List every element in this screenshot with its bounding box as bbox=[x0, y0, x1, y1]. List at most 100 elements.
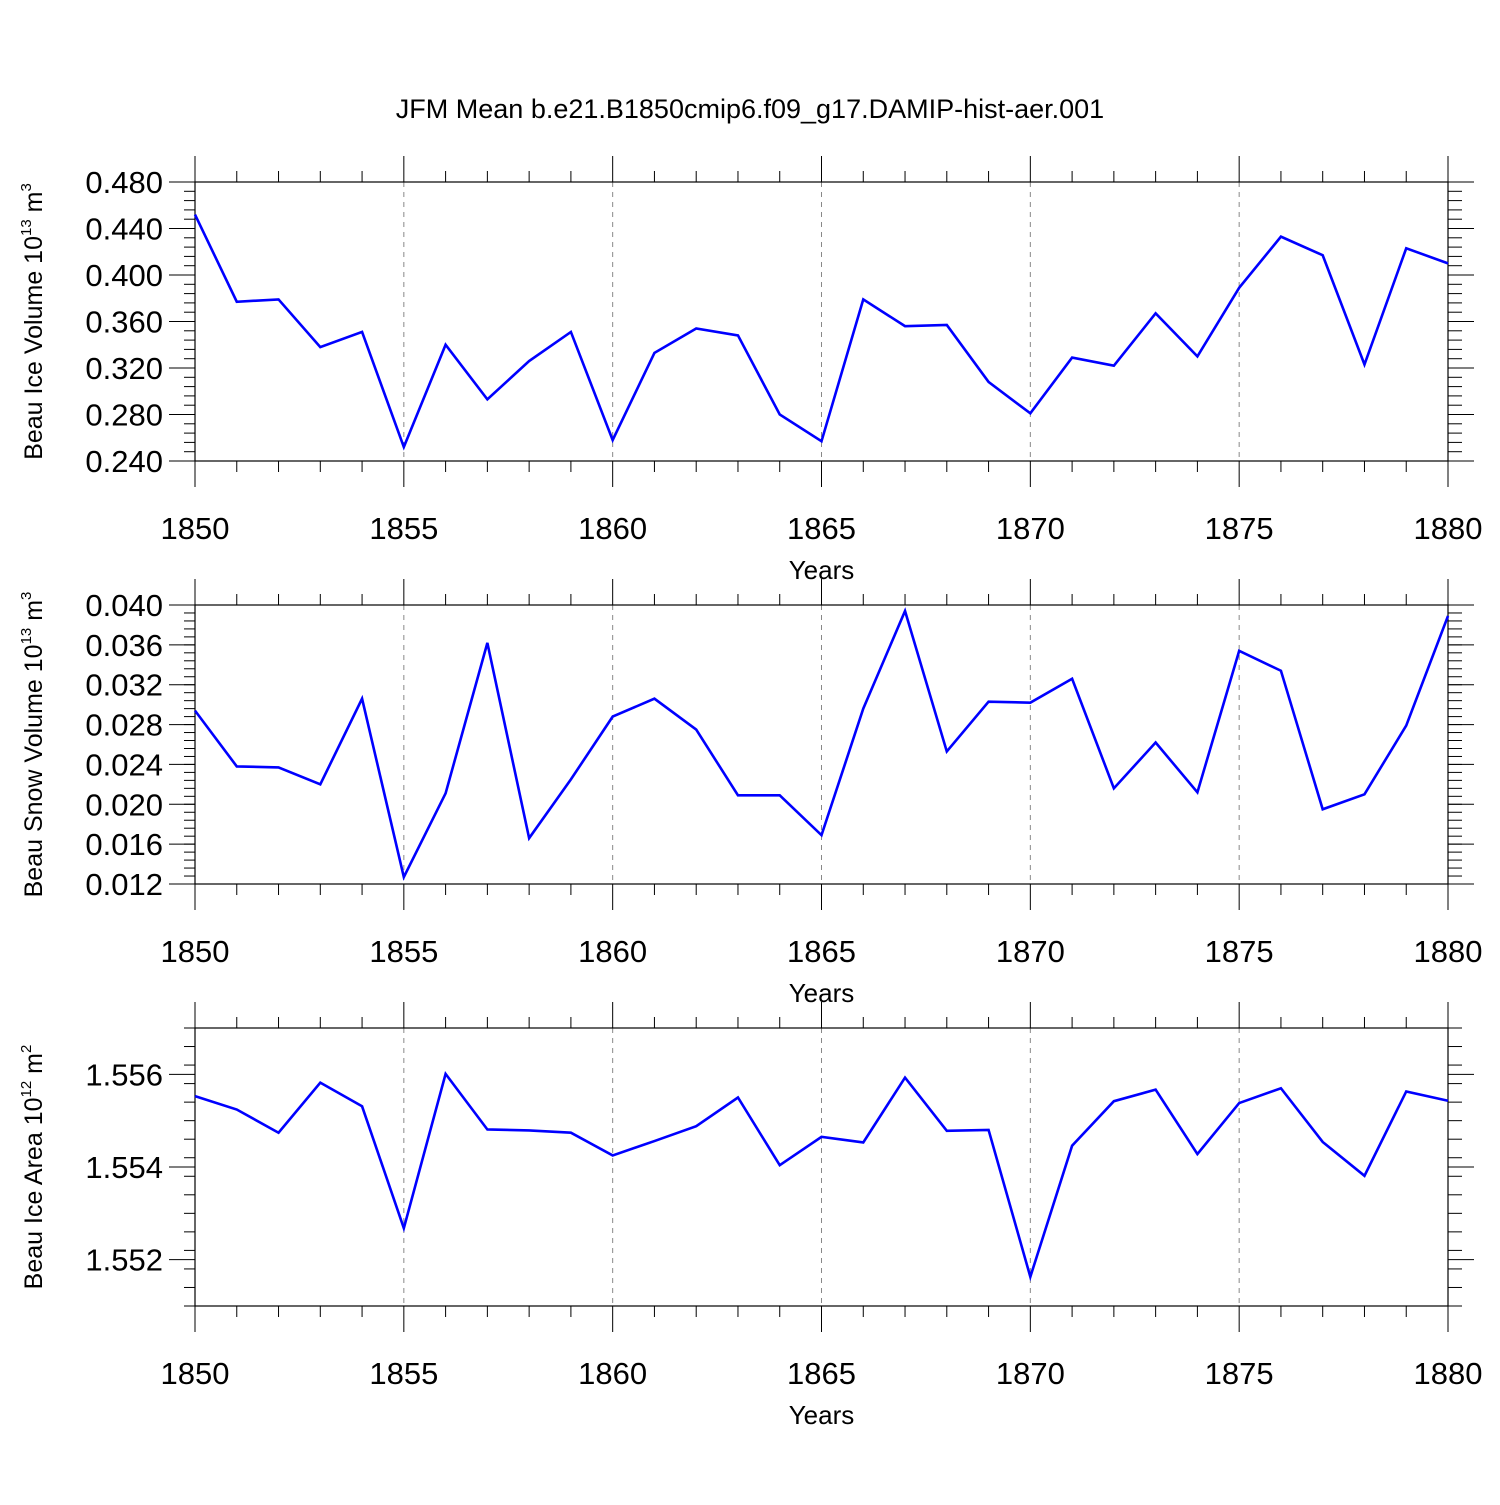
data-point bbox=[1404, 246, 1408, 250]
data-point bbox=[277, 1131, 281, 1135]
data-point bbox=[1321, 807, 1325, 811]
data-point bbox=[1362, 792, 1366, 796]
x-tick-label: 1865 bbox=[787, 511, 856, 546]
x-tick-label: 1870 bbox=[996, 511, 1065, 546]
x-tick-label: 1865 bbox=[787, 934, 856, 969]
data-point bbox=[402, 875, 406, 879]
series-line-snow-volume bbox=[193, 607, 1450, 881]
data-point bbox=[1028, 1275, 1032, 1279]
data-point bbox=[903, 609, 907, 613]
data-point bbox=[903, 324, 907, 328]
data-point bbox=[987, 380, 991, 384]
y-tick-label: 0.280 bbox=[85, 398, 163, 433]
data-point bbox=[1112, 364, 1116, 368]
data-point bbox=[1195, 790, 1199, 794]
data-point bbox=[694, 728, 698, 732]
data-point bbox=[861, 297, 865, 301]
data-point bbox=[1237, 649, 1241, 653]
data-point bbox=[1362, 1174, 1366, 1178]
data-point bbox=[611, 715, 615, 719]
data-point bbox=[1112, 1099, 1116, 1103]
x-tick-label: 1850 bbox=[161, 1356, 230, 1391]
y-tick-label: 0.400 bbox=[85, 258, 163, 293]
y-tick-label: 0.032 bbox=[85, 668, 163, 703]
data-point bbox=[652, 1139, 656, 1143]
data-point bbox=[611, 438, 615, 442]
data-point bbox=[193, 1094, 197, 1098]
data-point bbox=[694, 326, 698, 330]
data-point bbox=[861, 1140, 865, 1144]
x-tick-label: 1880 bbox=[1414, 934, 1483, 969]
data-point bbox=[360, 330, 364, 334]
x-tick-label: 1875 bbox=[1205, 934, 1274, 969]
series-line-ice-volume bbox=[193, 213, 1449, 451]
y-tick-label: 0.480 bbox=[85, 165, 163, 200]
y-tick-label: 0.020 bbox=[85, 787, 163, 822]
data-point bbox=[360, 697, 364, 701]
y-tick-label: 0.036 bbox=[85, 628, 163, 663]
x-tick-label: 1880 bbox=[1414, 1356, 1483, 1391]
x-tick-label: 1855 bbox=[369, 1356, 438, 1391]
data-point bbox=[820, 1135, 824, 1139]
data-point bbox=[485, 641, 489, 645]
data-point bbox=[736, 333, 740, 337]
y-tick-label: 0.240 bbox=[85, 444, 163, 479]
data-point bbox=[235, 1108, 239, 1112]
data-point bbox=[318, 345, 322, 349]
x-tick-label: 1855 bbox=[369, 934, 438, 969]
data-point bbox=[736, 793, 740, 797]
y-tick-label: 0.440 bbox=[85, 212, 163, 247]
data-point bbox=[1279, 235, 1283, 239]
x-tick-label: 1860 bbox=[578, 934, 647, 969]
data-point bbox=[1154, 311, 1158, 315]
data-point bbox=[1446, 1099, 1450, 1103]
data-point bbox=[1195, 354, 1199, 358]
panel-ice-volume: 0.240 0.280 0.320 0.360 0.400 0.440 0.480 1850 1… bbox=[18, 156, 1482, 585]
data-point bbox=[569, 330, 573, 334]
data-point bbox=[444, 791, 448, 795]
data-point bbox=[778, 793, 782, 797]
data-point bbox=[1404, 1089, 1408, 1093]
data-point bbox=[987, 1128, 991, 1132]
data-point bbox=[444, 343, 448, 347]
series-line-ice-area bbox=[194, 1070, 1449, 1282]
data-point bbox=[1446, 261, 1450, 265]
data-point bbox=[1279, 1086, 1283, 1090]
panel-ice-area: 1.552 1.554 1.556 1850 1855 1860 1865 1870 1875 1… bbox=[18, 1002, 1482, 1430]
data-point bbox=[1404, 724, 1408, 728]
x-tick-label: 1860 bbox=[578, 1356, 647, 1391]
data-point bbox=[861, 707, 865, 711]
data-point bbox=[820, 439, 824, 443]
x-tick-label: 1850 bbox=[161, 511, 230, 546]
data-point bbox=[527, 1128, 531, 1132]
data-point bbox=[945, 323, 949, 327]
y-axis-title: Beau Ice Area 1012 m2 bbox=[18, 1045, 48, 1290]
x-tick-label: 1870 bbox=[996, 934, 1065, 969]
data-point bbox=[402, 1226, 406, 1230]
y-tick-label: 1.554 bbox=[85, 1150, 163, 1185]
data-point bbox=[485, 397, 489, 401]
y-axis-title: Beau Snow Volume 1013 m3 bbox=[18, 592, 48, 898]
data-point bbox=[235, 764, 239, 768]
data-point bbox=[778, 413, 782, 417]
data-point bbox=[1154, 741, 1158, 745]
x-tick-label: 1850 bbox=[161, 934, 230, 969]
data-point bbox=[652, 351, 656, 355]
y-tick-label: 0.016 bbox=[85, 827, 163, 862]
data-point bbox=[402, 445, 406, 449]
x-tick-label: 1860 bbox=[578, 511, 647, 546]
panel-snow-volume: 0.012 0.016 0.020 0.024 0.028 0.032 0.036 0.040… bbox=[18, 579, 1482, 1008]
data-point bbox=[1237, 1101, 1241, 1105]
data-point bbox=[569, 777, 573, 781]
data-point bbox=[736, 1096, 740, 1100]
data-point bbox=[987, 700, 991, 704]
data-point bbox=[193, 709, 197, 713]
data-point bbox=[235, 300, 239, 304]
data-point bbox=[1362, 363, 1366, 367]
data-point bbox=[1321, 1140, 1325, 1144]
x-tick-label: 1870 bbox=[996, 1356, 1065, 1391]
y-tick-label: 0.040 bbox=[85, 588, 163, 623]
data-point bbox=[1237, 286, 1241, 290]
